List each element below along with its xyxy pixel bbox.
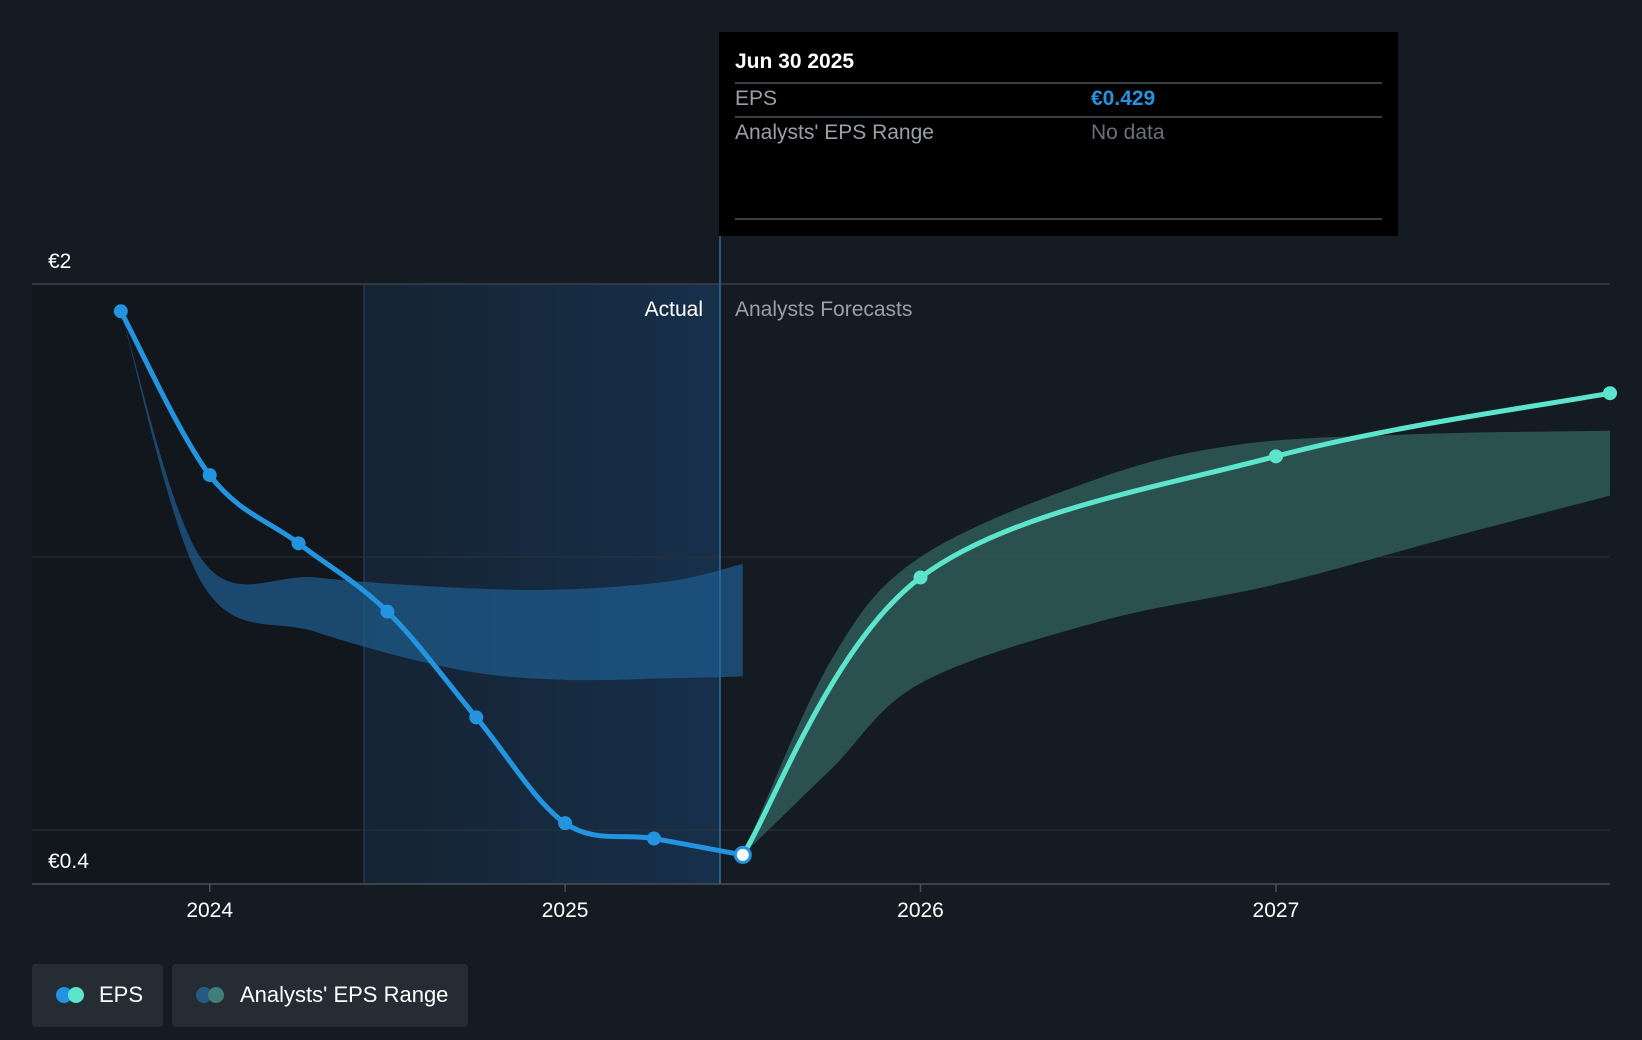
legend-eps-label: EPS	[99, 982, 144, 1007]
eps-point-forecast[interactable]	[1268, 449, 1283, 464]
x-tick-label: 2025	[542, 899, 589, 922]
eps-point-actual[interactable]	[380, 604, 395, 619]
eps-point-actual[interactable]	[558, 816, 573, 831]
y-label-top: €2	[48, 250, 71, 273]
actual-label: Actual	[645, 298, 703, 321]
range-band-past	[120, 311, 743, 681]
x-tick-label: 2027	[1253, 899, 1300, 922]
tooltip-divider	[735, 218, 1382, 220]
tooltip-eps-value: €0.429	[1091, 87, 1156, 110]
tooltip-divider	[735, 116, 1382, 118]
tooltip-eps-label: EPS	[735, 87, 778, 110]
tooltip-date: Jun 30 2025	[735, 50, 855, 73]
eps-point-actual[interactable]	[113, 304, 128, 319]
forecast-label: Analysts Forecasts	[735, 298, 912, 321]
legend-range-dot-icon	[208, 987, 224, 1003]
legend-range-label: Analysts' EPS Range	[240, 982, 449, 1007]
tooltip-divider	[735, 82, 1382, 84]
legend-eps[interactable]: EPS	[32, 964, 163, 1027]
eps-point-actual[interactable]	[202, 468, 217, 483]
eps-point-actual[interactable]	[469, 710, 484, 725]
eps-point-actual[interactable]	[733, 845, 752, 864]
x-tick-label: 2024	[186, 899, 233, 922]
tooltip-range-label: Analysts' EPS Range	[735, 121, 934, 144]
y-label-bottom: €0.4	[48, 850, 89, 873]
x-tick-label: 2026	[897, 899, 944, 922]
tooltip-range-value: No data	[1091, 121, 1165, 144]
legend-eps-dot-icon	[68, 987, 84, 1003]
eps-point-forecast[interactable]	[913, 570, 928, 585]
tooltip: Jun 30 2025 EPS €0.429 Analysts' EPS Ran…	[719, 32, 1398, 236]
eps-point-actual[interactable]	[646, 831, 661, 846]
eps-line-forecast	[740, 390, 1613, 858]
eps-point-actual[interactable]	[291, 536, 306, 551]
legend-range[interactable]: Analysts' EPS Range	[172, 964, 468, 1027]
eps-point-forecast[interactable]	[1603, 386, 1617, 401]
range-band-forecast	[742, 430, 1610, 855]
